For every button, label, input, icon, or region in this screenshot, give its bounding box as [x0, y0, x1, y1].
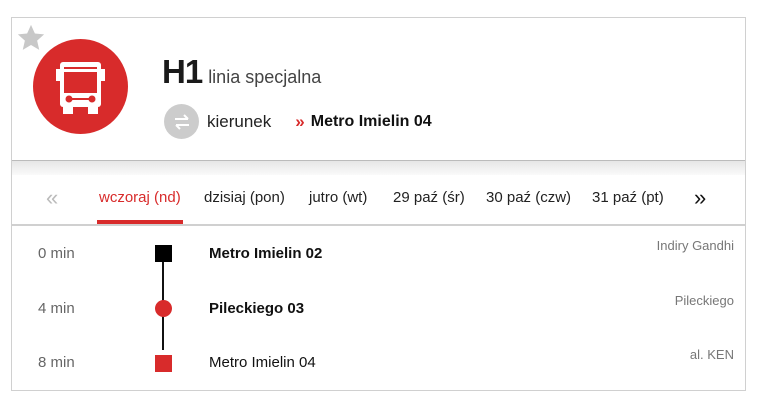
stop-street: al. KEN [689, 347, 734, 362]
next-arrow-icon[interactable]: » [694, 185, 707, 210]
line-number: H1 [162, 53, 203, 90]
stop-name[interactable]: Metro Imielin 04 [209, 354, 316, 371]
stop-time: 0 min [38, 245, 75, 262]
direction-destination[interactable]: Metro Imielin 04 [310, 112, 432, 130]
stop-time: 4 min [38, 300, 75, 317]
stop-time: 8 min [38, 354, 75, 371]
tab-31[interactable]: 31 paź (pt) [592, 189, 664, 206]
stop-name[interactable]: Metro Imielin 02 [209, 245, 323, 262]
stop-marker-square-icon [155, 245, 172, 262]
stop-marker-circle-icon [155, 300, 172, 317]
divider [12, 161, 745, 175]
stop-street: Pileckiego [674, 293, 734, 308]
active-tab-indicator [97, 220, 183, 224]
bus-icon [33, 39, 128, 134]
stop-marker-end-icon [155, 355, 172, 372]
tab-today[interactable]: dzisiaj (pon) [204, 189, 285, 206]
stop-name[interactable]: Pileckiego 03 [209, 300, 305, 317]
star-icon[interactable] [16, 23, 46, 53]
direction-label: kierunek [207, 111, 272, 131]
stop-row[interactable]: 4 min Pileckiego 03 Pileckiego [11, 293, 744, 330]
tab-yesterday[interactable]: wczoraj (nd) [99, 189, 181, 206]
line-type: linia specjalna [208, 67, 322, 87]
line-header: H1 linia specjalna kierunek » Metro Imie… [12, 18, 745, 161]
date-tabs: « wczoraj (nd) dzisiaj (pon) jutro (wt) … [12, 175, 745, 226]
chevron-right-icon: » [295, 111, 305, 131]
tab-29[interactable]: 29 paź (śr) [393, 189, 465, 206]
route-line [162, 245, 164, 350]
swap-icon[interactable] [164, 104, 199, 139]
stop-row[interactable]: 8 min Metro Imielin 04 al. KEN [11, 347, 744, 384]
tab-30[interactable]: 30 paź (czw) [486, 189, 572, 206]
stop-row[interactable]: 0 min Metro Imielin 02 Indiry Gandhi [11, 238, 744, 275]
line-card: H1 linia specjalna kierunek » Metro Imie… [11, 17, 746, 391]
stop-street: Indiry Gandhi [656, 238, 734, 253]
prev-arrow-icon[interactable]: « [46, 185, 59, 210]
tab-tomorrow[interactable]: jutro (wt) [309, 189, 368, 206]
